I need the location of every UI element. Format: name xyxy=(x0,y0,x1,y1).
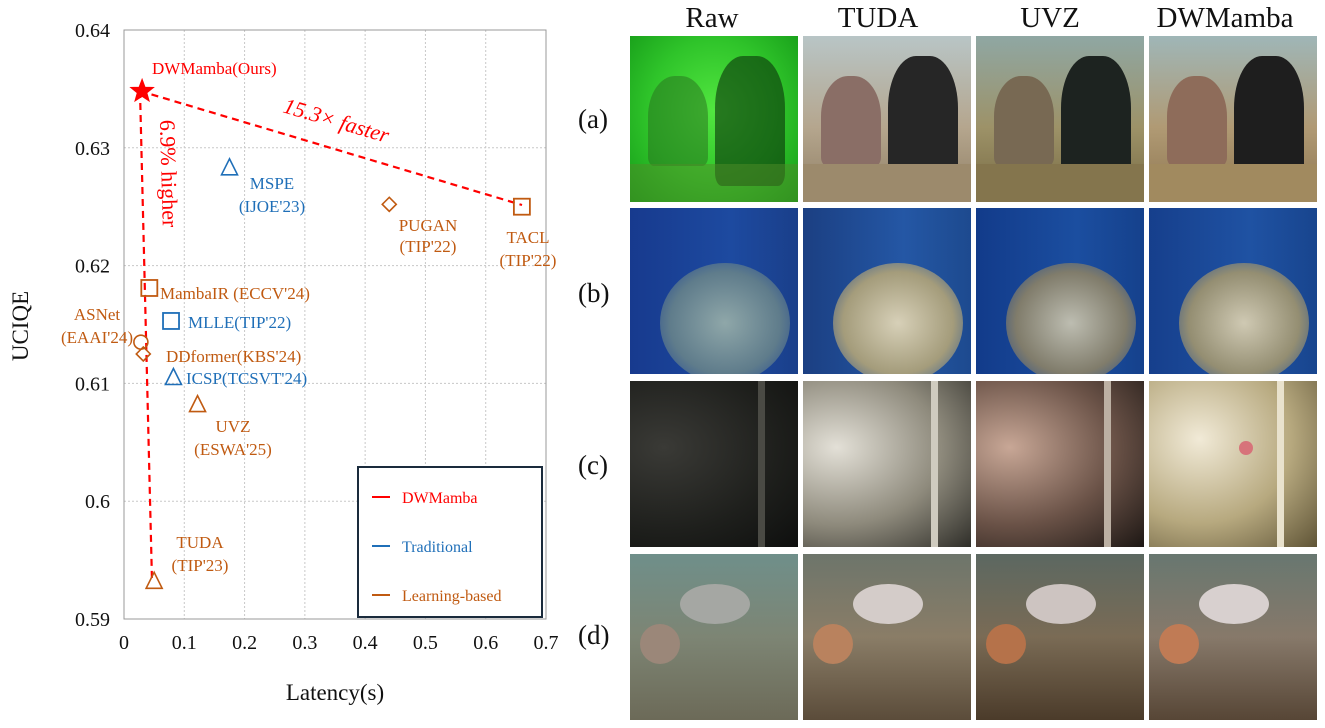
row-label-d: (d) xyxy=(578,620,610,650)
image-d-uvz xyxy=(976,554,1144,720)
image-a-uvz xyxy=(976,36,1144,202)
x-tick-label: 0.6 xyxy=(473,632,498,654)
x-tick-label: 0.1 xyxy=(172,632,197,654)
higher-annotation: 6.9% higher xyxy=(155,119,183,228)
x-tick-label: 0.7 xyxy=(534,632,559,654)
x-tick-label: 0.2 xyxy=(232,632,257,654)
faster-annotation: 15.3× faster xyxy=(281,93,393,148)
image-a-tuda xyxy=(803,36,971,202)
label-dwmamba: DWMamba(Ours) xyxy=(152,59,277,78)
point-pugan-tip-22 xyxy=(381,196,398,213)
label-mspe-name: MSPE xyxy=(250,174,294,193)
image-b-tuda xyxy=(803,208,971,374)
image-a-raw xyxy=(630,36,798,202)
label-pugan-venue: (TIP'22) xyxy=(400,237,457,256)
label-mambair: MambaIR (ECCV'24) xyxy=(160,284,310,303)
y-tick-label: 0.6 xyxy=(85,491,110,513)
tick-labels: 0 0.1 0.2 0.3 0.4 0.5 0.6 0.7 0.59 0.6 0.61 0.62 0.6… xyxy=(75,20,559,654)
point-uvz-eswa-25 xyxy=(188,393,207,413)
label-tacl-name: TACL xyxy=(506,228,549,247)
image-b-dwmamba xyxy=(1149,208,1317,374)
x-tick-label: 0.5 xyxy=(413,632,438,654)
x-tick-label: 0.3 xyxy=(292,632,317,654)
image-c-uvz xyxy=(976,381,1144,547)
column-header-tuda: TUDA xyxy=(837,2,919,34)
label-ddformer: DDformer(KBS'24) xyxy=(166,347,301,366)
column-header-uvz: UVZ xyxy=(1020,2,1080,34)
column-header-dwmamba: DWMamba xyxy=(1156,2,1294,34)
image-d-raw xyxy=(630,554,798,720)
point-ddformer-kbs-24 xyxy=(135,345,152,363)
image-d-dwmamba xyxy=(1149,554,1317,720)
label-uvz-name: UVZ xyxy=(216,417,251,436)
label-tuda-name: TUDA xyxy=(176,533,224,552)
label-mlle: MLLE(TIP'22) xyxy=(188,313,291,332)
legend-label-learning: Learning-based xyxy=(402,588,502,605)
row-label-b: (b) xyxy=(578,278,610,308)
x-axis-label: Latency(s) xyxy=(286,680,384,705)
y-axis-label: UCIQE xyxy=(8,291,33,361)
legend-box xyxy=(357,466,543,618)
image-c-raw xyxy=(630,381,798,547)
row-label-c: (c) xyxy=(578,450,608,480)
x-tick-label: 0 xyxy=(119,632,129,654)
higher-dashed-line xyxy=(138,90,154,582)
point-dwmamba-ours xyxy=(129,77,155,103)
y-tick-label: 0.63 xyxy=(75,138,110,160)
legend-label-traditional: Traditional xyxy=(402,539,473,556)
label-asnet-venue: (EAAI'24) xyxy=(61,328,133,347)
image-b-uvz xyxy=(976,208,1144,374)
point-mspe-ijoe-23 xyxy=(220,157,239,176)
label-mspe-venue: (IJOE'23) xyxy=(239,197,305,216)
y-tick-label: 0.61 xyxy=(75,373,110,395)
label-tacl-venue: (TIP'22) xyxy=(500,251,557,270)
y-tick-label: 0.62 xyxy=(75,256,110,278)
x-tick-label: 0.4 xyxy=(353,632,378,654)
point-mlle-tip-22 xyxy=(162,312,180,330)
row-label-a: (a) xyxy=(578,104,608,134)
label-pugan-name: PUGAN xyxy=(399,216,458,235)
image-a-dwmamba xyxy=(1149,36,1317,202)
point-asnet-eaai-24 xyxy=(133,334,149,350)
data-points xyxy=(129,77,531,590)
label-tuda-venue: (TIP'23) xyxy=(172,556,229,575)
y-tick-label: 0.64 xyxy=(75,20,110,42)
point-mambair-eccv-24 xyxy=(140,279,159,297)
image-c-dwmamba xyxy=(1149,381,1317,547)
image-c-tuda xyxy=(803,381,971,547)
image-d-tuda xyxy=(803,554,971,720)
scatter-chart: 0 0.1 0.2 0.3 0.4 0.5 0.6 0.7 0.59 0.6 0.61 0.62 0.6… xyxy=(8,20,559,705)
point-tacl-tip-22 xyxy=(512,197,531,216)
label-uvz-venue: (ESWA'25) xyxy=(194,440,272,459)
chart-legend: DWMamba Traditional Learning-based xyxy=(357,466,543,618)
column-header-raw: Raw xyxy=(685,2,739,34)
plot-frame xyxy=(123,29,547,620)
legend-label-dwmamba: DWMamba xyxy=(402,490,478,507)
y-tick-label: 0.59 xyxy=(75,609,110,631)
point-tuda-tip-23 xyxy=(144,570,164,590)
image-b-raw xyxy=(630,208,798,374)
point-icsp-tcsvt-24 xyxy=(164,366,183,386)
label-asnet-name: ASNet xyxy=(74,305,121,324)
faster-dashed-line xyxy=(139,89,523,207)
label-icsp: ICSP(TCSVT'24) xyxy=(186,369,307,388)
